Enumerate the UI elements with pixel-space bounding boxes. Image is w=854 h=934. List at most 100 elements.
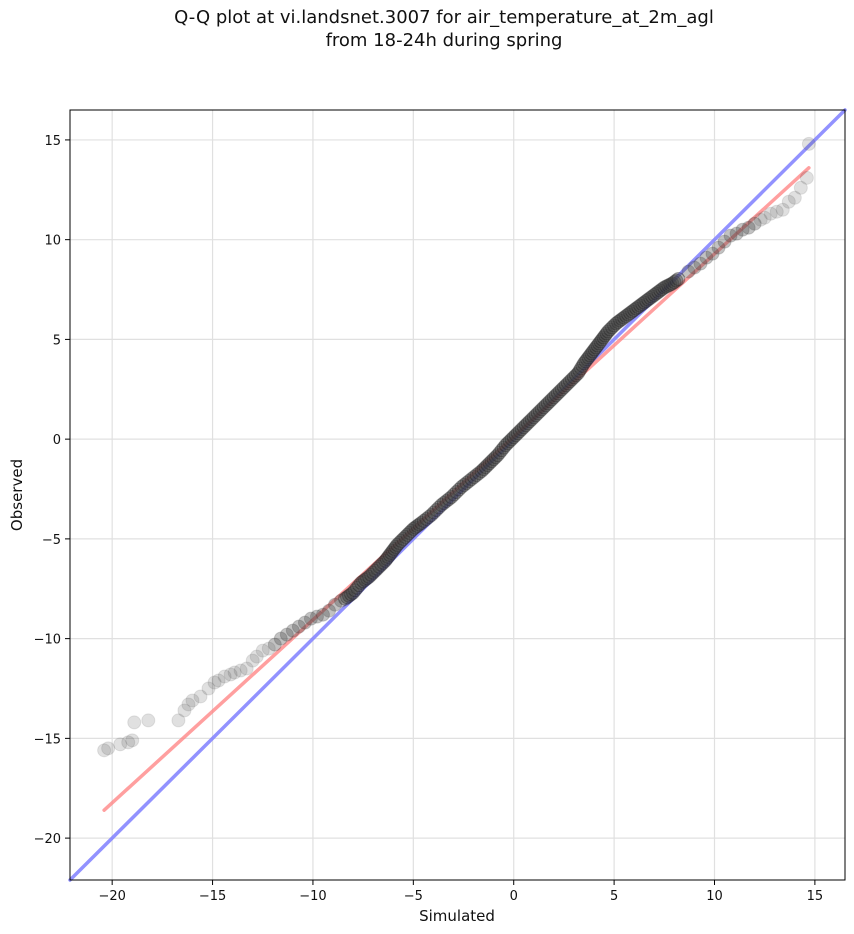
qq-point [227,665,242,680]
qq-point [454,480,469,495]
x-tick-label: −10 [299,889,326,904]
qq-point [340,590,355,605]
qq-point [449,485,464,500]
qq-point [514,422,529,437]
fit-line [102,166,811,812]
qq-point [233,663,248,678]
qq-point [291,619,306,634]
qq-point [239,661,254,676]
qq-point [384,545,399,560]
qq-point [385,543,400,558]
body-points [338,272,686,606]
qq-point [625,304,640,319]
qq-point [141,713,156,728]
qq-point [358,572,373,587]
qq-point [570,366,585,381]
qq-point [550,386,565,401]
fit-line-layer [102,166,811,812]
qq-point [540,396,555,411]
qq-point [506,430,521,445]
qq-point [410,518,425,533]
y-tick-label: 5 [53,333,61,348]
qq-point [564,372,579,387]
qq-point [121,735,136,750]
y-tick-label: −20 [34,832,61,847]
qq-point [556,380,571,395]
qq-point [352,578,367,593]
qq-point [467,470,482,485]
qq-point [434,497,449,512]
qq-point [223,667,238,682]
qq-point [484,454,499,469]
tail-points [97,136,816,758]
identity-line-layer [68,108,847,882]
grid [70,110,845,880]
y-tick-label: −5 [42,533,61,548]
qq-point [554,382,569,397]
qq-point [729,226,744,241]
qq-point [580,352,595,367]
qq-point [587,342,602,357]
qq-point [387,541,402,556]
qq-point [568,368,583,383]
y-tick-label: 0 [53,433,61,448]
qq-point [590,338,605,353]
qq-point [185,693,200,708]
qq-point [573,361,588,376]
qq-point [592,336,607,351]
qq-point [279,627,294,642]
qq-point [344,587,359,602]
qq-point [705,246,720,261]
qq-point [669,273,684,288]
qq-point [462,474,477,489]
qq-point [504,432,519,447]
qq-point [217,669,232,684]
y-axis-label: Observed [8,459,26,531]
x-tick-label: 10 [706,889,723,904]
qq-point [285,623,300,638]
qq-point [536,400,551,415]
x-tick-label: 15 [807,889,824,904]
qq-point [530,406,545,421]
qq-point [576,356,591,371]
qq-point [494,443,509,458]
qq-point [735,222,750,237]
chart-title-line-1: Q-Q plot at vi.landsnet.3007 for air_tem… [174,7,714,28]
qq-point [799,170,814,185]
qq-point [388,539,403,554]
y-tick-label: 15 [44,134,61,149]
qq-point [404,523,419,538]
qq-point [101,741,116,756]
qq-point [617,310,632,325]
qq-point [528,408,543,423]
qq-point [717,234,732,249]
qq-point [562,374,577,389]
qq-point [452,482,467,497]
qq-point [177,703,192,718]
qq-point [671,272,686,287]
qq-point [419,511,434,526]
qq-point [687,260,702,275]
x-tick-label: 0 [510,889,518,904]
qq-point [615,311,630,326]
qq-point [338,591,353,606]
qq-point [589,340,604,355]
qq-point [566,370,581,385]
y-tick-label: −15 [34,732,61,747]
qq-point [508,428,523,443]
qq-point [598,328,613,343]
y-tick-label: −10 [34,633,61,648]
qq-point [645,289,660,304]
qq-point [368,563,383,578]
qq-point [459,476,474,491]
qq-point [446,487,461,502]
qq-point [757,210,772,225]
qq-point [439,493,454,508]
qq-point [693,256,708,271]
qq-point [429,502,444,517]
qq-point [558,378,573,393]
qq-point [546,390,561,405]
qq-point [635,296,650,311]
